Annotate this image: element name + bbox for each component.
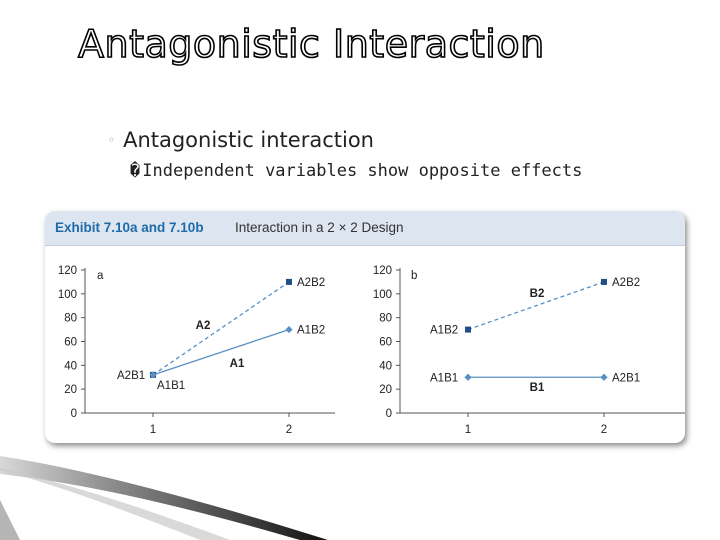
panel-label: b bbox=[411, 270, 417, 282]
y-tick-label: 80 bbox=[379, 313, 392, 325]
data-point-a1 bbox=[149, 371, 157, 379]
x-tick-label: 1 bbox=[465, 424, 471, 436]
exhibit-figure: Exhibit 7.10a and 7.10b Interaction in a… bbox=[45, 211, 685, 443]
y-tick-label: 0 bbox=[386, 408, 392, 420]
data-point-b1 bbox=[464, 373, 472, 381]
point-label: A1B1 bbox=[430, 372, 458, 384]
data-point-a2 bbox=[286, 278, 292, 285]
y-tick-label: 0 bbox=[71, 408, 77, 420]
y-tick-label: 100 bbox=[373, 289, 392, 301]
sub-bullet-text: Independent variables show opposite effe… bbox=[142, 161, 583, 181]
point-label: A2B2 bbox=[297, 277, 325, 289]
y-tick-label: 80 bbox=[64, 313, 77, 325]
point-label: A1B2 bbox=[297, 325, 325, 337]
y-tick-label: 120 bbox=[58, 265, 77, 277]
exhibit-header: Exhibit 7.10a and 7.10b Interaction in a… bbox=[45, 211, 685, 246]
point-label: A2B1 bbox=[117, 370, 145, 382]
y-tick-label: 40 bbox=[379, 360, 392, 372]
bullet-text: Antagonistic interaction bbox=[123, 128, 374, 152]
y-tick-label: 60 bbox=[379, 337, 392, 349]
x-tick-label: 2 bbox=[286, 424, 292, 436]
x-tick-label: 1 bbox=[150, 424, 156, 436]
data-point-a1 bbox=[285, 325, 293, 334]
exhibit-caption: Interaction in a 2 × 2 Design bbox=[235, 220, 404, 235]
sub-bullet-opposite-effects: � Independent variables show opposite eff… bbox=[130, 161, 582, 181]
y-tick-label: 20 bbox=[379, 384, 392, 396]
exhibit-number: Exhibit 7.10a and 7.10b bbox=[55, 220, 204, 235]
panel-label: a bbox=[97, 270, 104, 282]
y-tick-label: 60 bbox=[64, 337, 77, 349]
series-label-b1: B1 bbox=[530, 382, 545, 394]
point-label: A1B1 bbox=[157, 380, 185, 392]
y-tick-label: 120 bbox=[373, 265, 392, 277]
y-tick-label: 20 bbox=[64, 384, 77, 396]
point-label: A2B2 bbox=[612, 277, 640, 289]
y-tick-label: 100 bbox=[58, 289, 77, 301]
data-point-b2 bbox=[465, 326, 471, 333]
sub-bullet-marker-icon: � bbox=[130, 161, 141, 181]
series-label-a1: A1 bbox=[230, 358, 245, 370]
bullet-marker-icon: ◦ bbox=[108, 133, 116, 147]
series-label-b2: B2 bbox=[530, 288, 545, 300]
y-tick-label: 40 bbox=[64, 360, 77, 372]
point-label: A1B2 bbox=[430, 325, 458, 337]
series-line-a1 bbox=[152, 328, 290, 376]
point-label: A2B1 bbox=[612, 372, 640, 384]
data-point-b2 bbox=[601, 278, 607, 285]
slide-title: Antagonistic Interaction bbox=[77, 21, 545, 67]
bullet-antagonistic-interaction: ◦ Antagonistic interaction bbox=[108, 128, 374, 152]
series-line-b2 bbox=[467, 281, 605, 331]
x-tick-label: 2 bbox=[601, 424, 607, 436]
data-point-b1 bbox=[600, 373, 608, 381]
series-label-a2: A2 bbox=[196, 320, 211, 332]
